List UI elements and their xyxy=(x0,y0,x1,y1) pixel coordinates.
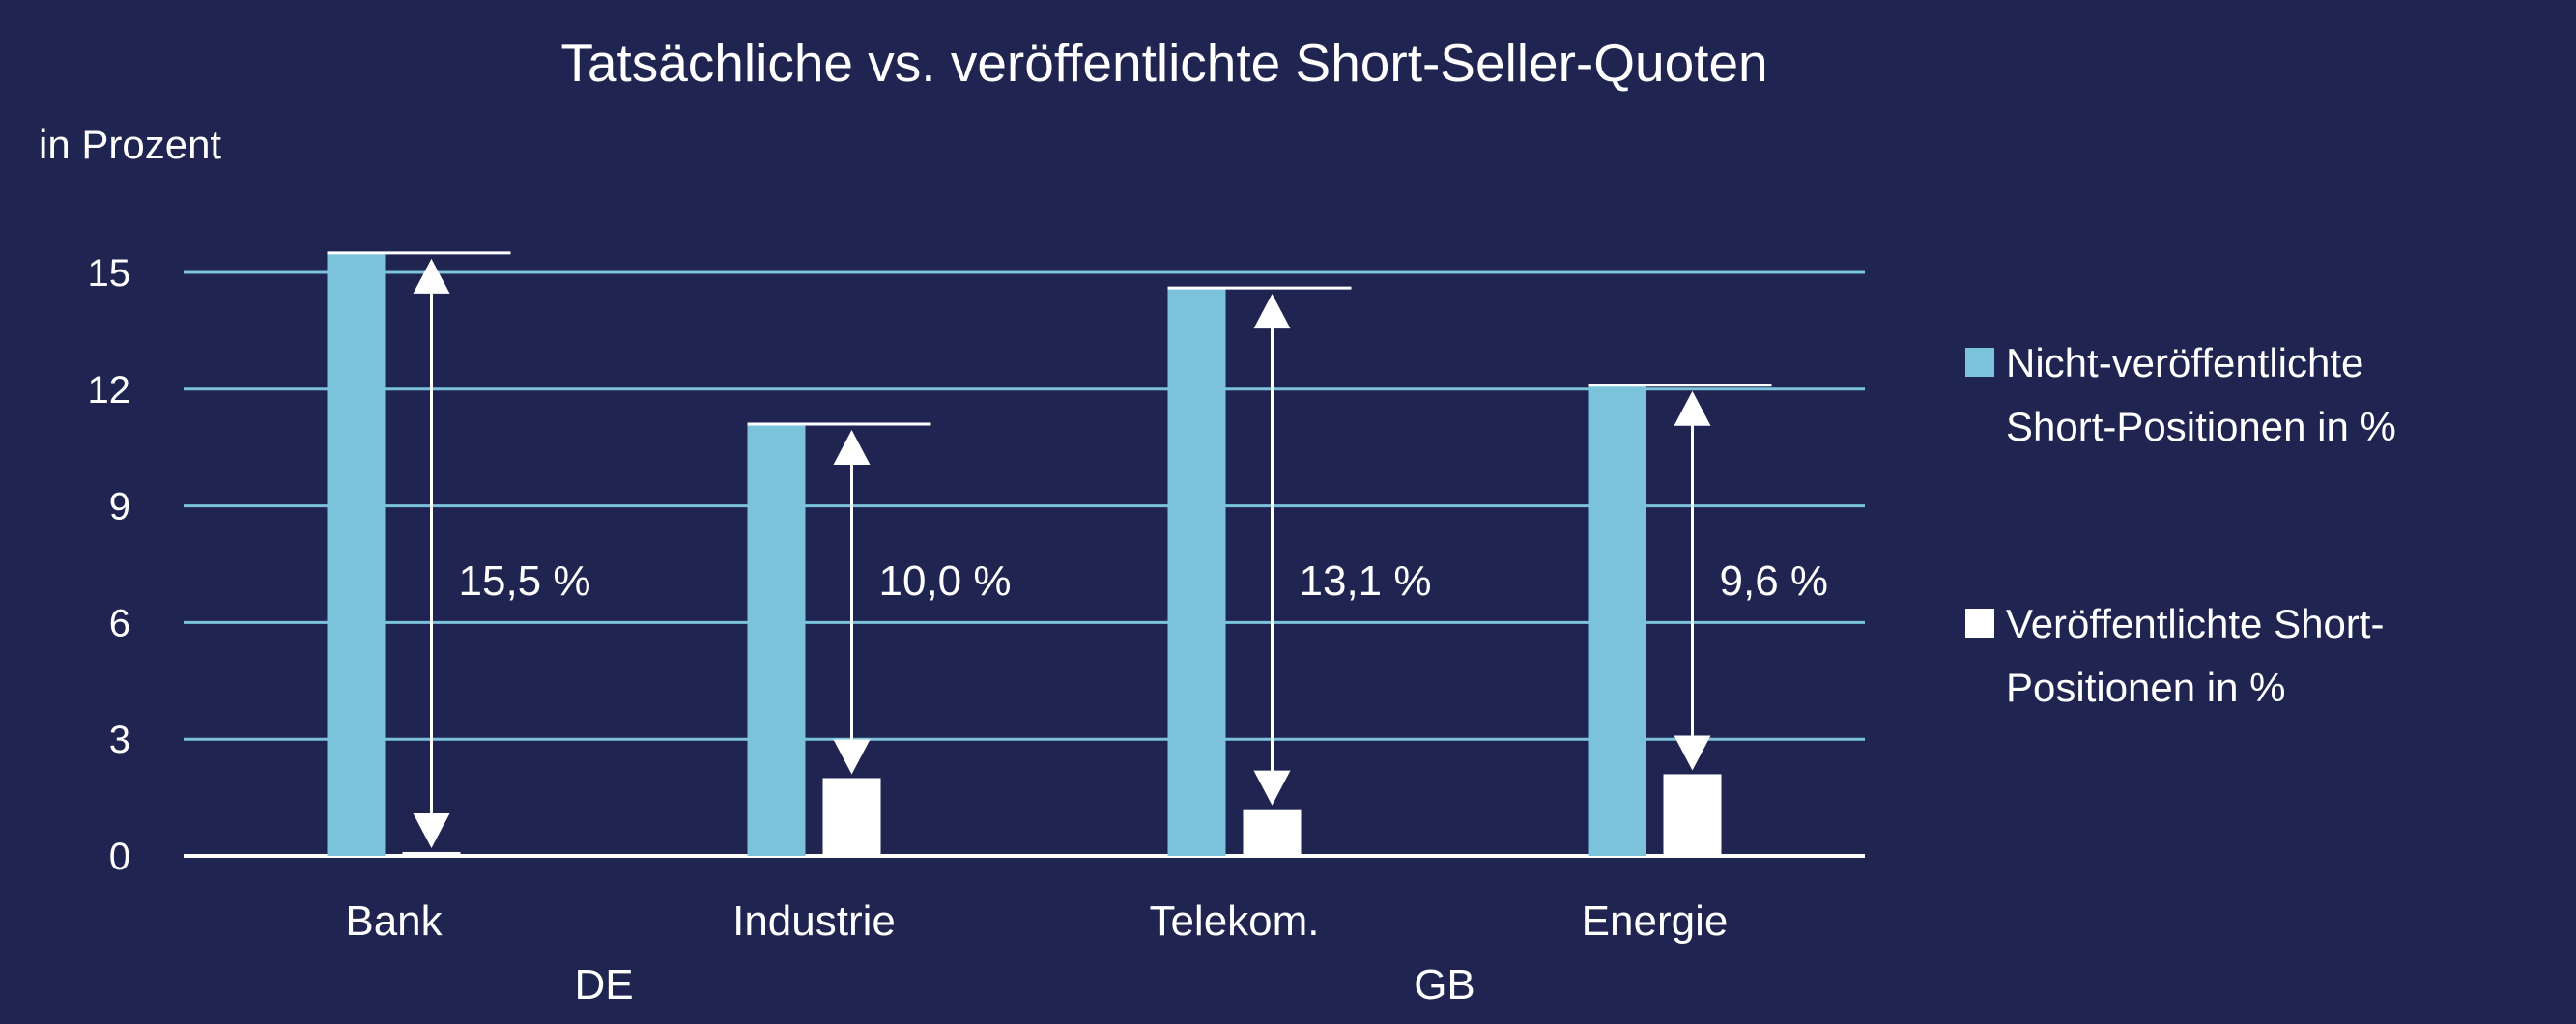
y-tick-label: 0 xyxy=(109,836,130,878)
y-axis-unit-label: in Prozent xyxy=(39,122,221,167)
gridlines xyxy=(184,270,1865,858)
x-category-label: Telekom. xyxy=(1149,897,1319,945)
bar-nicht-veroeffentlicht xyxy=(1588,384,1646,856)
difference-arrow-head-up xyxy=(413,258,450,294)
bar-nicht-veroeffentlicht xyxy=(1167,288,1226,856)
difference-label: 10,0 % xyxy=(879,557,1012,605)
y-tick-label: 9 xyxy=(109,486,130,528)
difference-arrow-head-up xyxy=(1253,294,1291,329)
bar-veroeffentlicht xyxy=(1243,809,1302,856)
difference-label: 13,1 % xyxy=(1300,557,1432,605)
y-tick-label: 12 xyxy=(88,369,131,412)
difference-arrow-head-down xyxy=(413,812,450,848)
x-group-label: GB xyxy=(1414,961,1475,1009)
difference-label: 15,5 % xyxy=(459,557,591,605)
bar-veroeffentlicht xyxy=(1663,774,1722,856)
bar-nicht-veroeffentlicht xyxy=(327,252,386,856)
difference-arrow-head-up xyxy=(833,430,871,466)
x-axis-labels: Bank Industrie Telekom. Energie DE GB xyxy=(345,897,1728,1009)
y-tick-label: 6 xyxy=(109,602,130,644)
bar-nicht-veroeffentlicht xyxy=(747,424,806,856)
legend-label: Nicht-veröffentlichte Short-Positionen in… xyxy=(2006,340,2396,449)
difference-arrow-head-down xyxy=(1674,735,1711,771)
difference-annotations: 15,5 % 10,0 % 13,1 % 9,6 % xyxy=(327,251,1829,848)
y-tick-label: 3 xyxy=(109,719,130,761)
x-group-label: DE xyxy=(574,961,633,1009)
difference-label: 9,6 % xyxy=(1720,557,1829,605)
bars xyxy=(327,252,1722,856)
bar-veroeffentlicht xyxy=(822,778,881,856)
difference-arrow-head-down xyxy=(1253,770,1291,806)
x-category-label: Industrie xyxy=(732,897,896,945)
chart-title: Tatsächliche vs. veröffentlichte Short-S… xyxy=(560,33,1767,93)
x-category-label: Energie xyxy=(1582,897,1729,945)
difference-arrow-head-up xyxy=(1674,390,1711,426)
y-tick-label: 15 xyxy=(88,252,131,295)
legend: Nicht-veröffentlichte Short-Positionen in… xyxy=(1965,340,2396,710)
legend-swatch xyxy=(1965,609,1994,638)
legend-swatch xyxy=(1965,348,1994,377)
bar-veroeffentlicht xyxy=(402,851,461,856)
legend-label: Veröffentlichte Short-Positionen in % xyxy=(2006,601,2384,710)
difference-arrow-head-down xyxy=(833,739,871,775)
y-axis-ticks: 0 3 6 9 12 15 xyxy=(88,252,131,878)
x-category-label: Bank xyxy=(345,897,443,945)
